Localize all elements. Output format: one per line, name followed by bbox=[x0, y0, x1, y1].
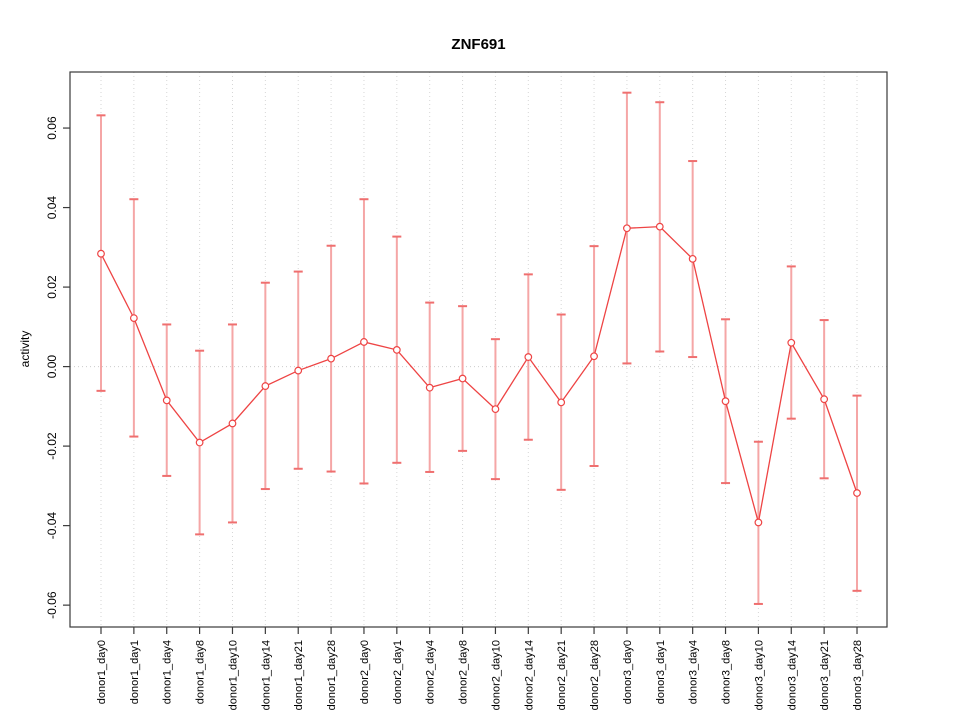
chart-title: ZNF691 bbox=[451, 36, 506, 53]
x-tick-label: donor2_day10 bbox=[490, 640, 502, 710]
plot-box bbox=[69, 71, 888, 628]
data-point bbox=[97, 249, 105, 258]
x-tick-label: donor2_day0 bbox=[359, 640, 371, 704]
y-tick-label: 0.04 bbox=[45, 196, 59, 220]
x-tick-label: donor1_day14 bbox=[260, 640, 272, 710]
data-point bbox=[162, 396, 171, 405]
x-tick-label: donor2_day14 bbox=[523, 640, 535, 710]
y-tick-label: -0.04 bbox=[45, 512, 59, 540]
x-tick-label: donor1_day28 bbox=[326, 640, 338, 710]
x-tick-label: donor3_day21 bbox=[819, 640, 831, 710]
x-tick-label: donor3_day28 bbox=[852, 640, 864, 710]
x-tick-label: donor1_day0 bbox=[96, 640, 108, 704]
x-tick-label: donor3_day1 bbox=[655, 640, 667, 704]
data-point bbox=[228, 419, 237, 428]
data-point bbox=[590, 352, 598, 361]
data-point bbox=[425, 383, 434, 392]
data-point bbox=[195, 438, 204, 447]
x-tick-label: donor2_day8 bbox=[458, 640, 470, 704]
y-tick-label: 0.00 bbox=[45, 355, 59, 379]
data-point bbox=[491, 405, 500, 414]
y-tick-label: 0.06 bbox=[45, 116, 59, 140]
y-tick-label: -0.02 bbox=[45, 432, 59, 460]
x-tick-label: donor1_day10 bbox=[227, 640, 239, 710]
x-tick-label: donor3_day8 bbox=[721, 640, 733, 704]
x-tick-label: donor2_day21 bbox=[556, 640, 568, 710]
data-point bbox=[327, 354, 335, 363]
data-point bbox=[787, 338, 796, 347]
data-point bbox=[294, 366, 303, 375]
data-point bbox=[557, 398, 566, 407]
x-tick-label: donor3_day10 bbox=[753, 640, 765, 710]
x-tick-label: donor1_day8 bbox=[195, 640, 207, 704]
x-tick-label: donor2_day28 bbox=[589, 640, 601, 710]
data-point bbox=[655, 222, 664, 231]
x-tick-label: donor2_day1 bbox=[392, 640, 404, 704]
data-point bbox=[524, 353, 533, 361]
data-point bbox=[129, 314, 138, 322]
data-point bbox=[688, 254, 697, 263]
x-tick-label: donor3_day0 bbox=[622, 640, 634, 704]
x-tick-label: donor1_day4 bbox=[162, 640, 174, 704]
data-point bbox=[853, 489, 861, 497]
data-point bbox=[392, 345, 401, 354]
series-line bbox=[100, 225, 858, 523]
data-point bbox=[721, 397, 730, 406]
data-point bbox=[360, 338, 368, 346]
x-tick-label: donor3_day4 bbox=[688, 640, 700, 704]
data-point bbox=[623, 224, 631, 233]
x-tick-label: donor1_day21 bbox=[293, 640, 305, 710]
x-tick-label: donor2_day4 bbox=[425, 640, 437, 704]
data-point bbox=[820, 395, 829, 404]
x-tick-label: donor1_day1 bbox=[129, 640, 141, 704]
y-tick-label: -0.06 bbox=[45, 591, 59, 619]
x-tick-label: donor3_day14 bbox=[786, 640, 798, 710]
data-point bbox=[458, 374, 467, 383]
y-tick-label: 0.02 bbox=[45, 275, 59, 299]
data-point bbox=[261, 382, 270, 390]
data-point bbox=[754, 518, 763, 527]
